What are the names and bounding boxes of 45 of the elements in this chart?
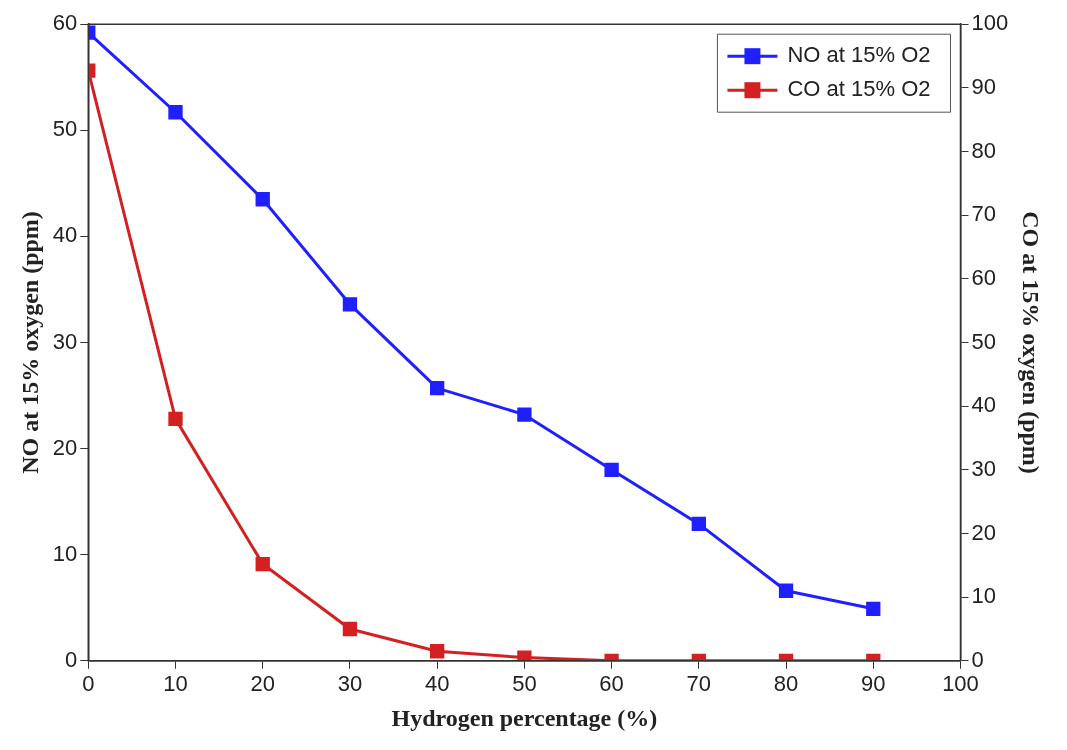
y-tick-label: 40: [52, 222, 78, 248]
x-tick-label: 100: [942, 671, 979, 697]
point: [517, 407, 532, 422]
x-tick-label: 30: [337, 671, 363, 697]
legend-label: CO at 15% O2: [787, 76, 931, 102]
point: [691, 516, 706, 532]
point: [168, 105, 183, 120]
point: [866, 601, 881, 616]
point: [517, 650, 532, 661]
y-tick-label: 20: [52, 434, 78, 460]
point: [778, 583, 794, 598]
x-tick-label: 60: [599, 671, 624, 697]
point: [342, 297, 358, 312]
y2-tick-label: 90: [971, 73, 996, 99]
y-tick-label: 30: [52, 328, 78, 354]
x-tick-label: 90: [861, 671, 886, 697]
x-tick-label: 40: [424, 671, 450, 697]
y2-tick-label: 30: [971, 455, 996, 481]
x-tick-label: 20: [250, 671, 275, 697]
x-tick-label: 0: [82, 671, 95, 697]
y2-tick-label: 10: [971, 583, 996, 609]
y2-tick-label: 60: [971, 264, 996, 290]
legend-label: NO at 15% O2: [787, 42, 931, 68]
y2-tick-label: 100: [971, 10, 1009, 36]
y-tick-label: 50: [52, 116, 78, 142]
y-tick-label: 0: [65, 646, 78, 672]
x-tick-label: 50: [512, 671, 537, 697]
point: [604, 462, 619, 477]
x-tick-label: 80: [773, 671, 799, 697]
y2-tick-label: 50: [971, 328, 996, 354]
point: [430, 380, 445, 396]
y-axis-title: NO at 15% oxygen (ppm): [16, 211, 43, 474]
point: [255, 192, 270, 207]
y2-tick-label: 40: [971, 392, 996, 418]
x-tick-label: 10: [163, 671, 188, 697]
y2-tick-label: 20: [971, 519, 996, 545]
y-tick-label: 10: [52, 540, 78, 566]
point: [168, 411, 183, 427]
y-tick-label: 60: [52, 10, 78, 36]
y2-axis-title: CO at 15% oxygen (ppm): [1018, 211, 1045, 474]
y2-tick-label: 70: [971, 201, 996, 227]
y2-tick-label: 80: [971, 137, 996, 163]
y2-tick-label: 0: [971, 646, 984, 672]
x-tick-label: 70: [686, 671, 712, 697]
x-axis-title: Hydrogen percentage (%): [391, 704, 658, 731]
